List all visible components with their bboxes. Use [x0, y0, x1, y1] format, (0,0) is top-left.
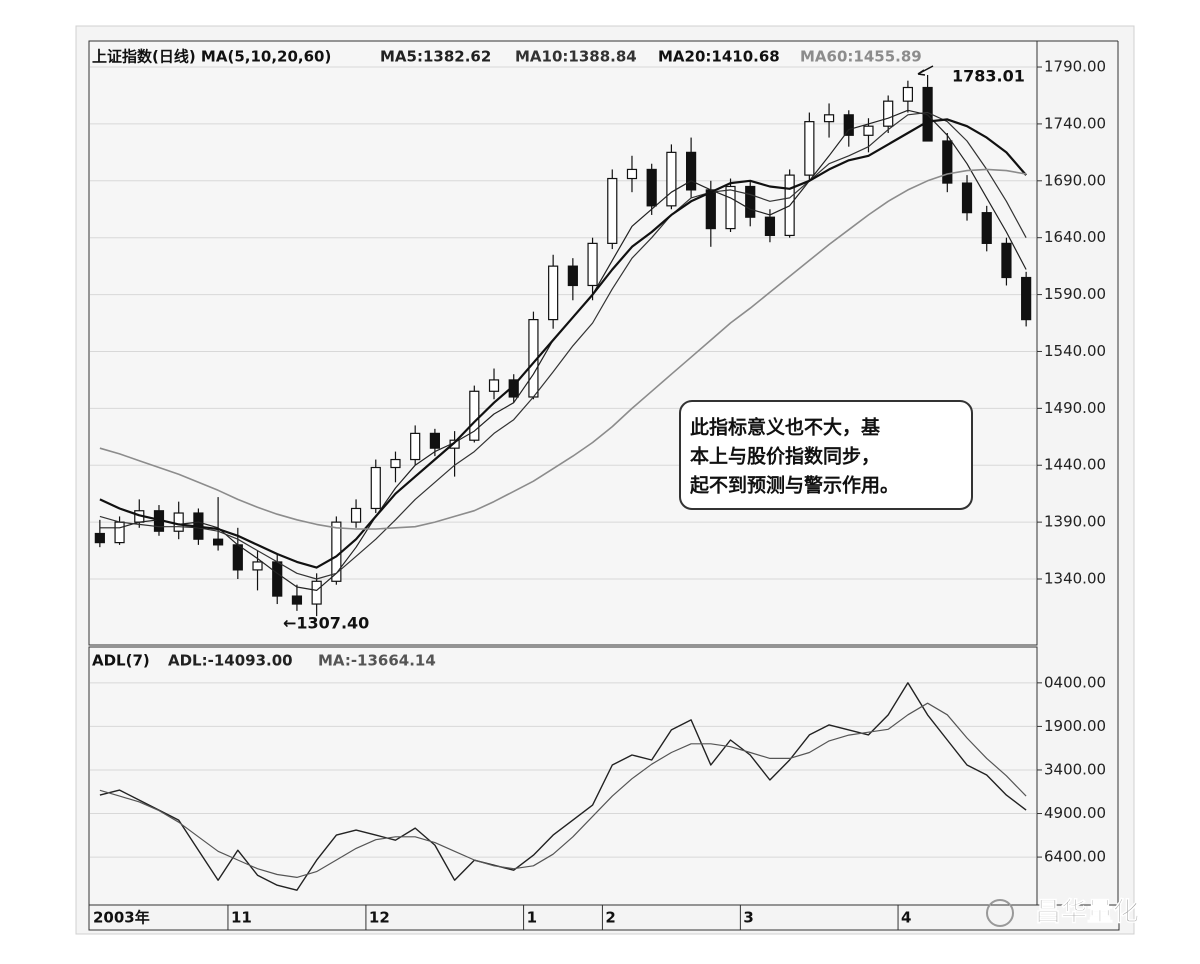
- candle-body: [350, 507, 362, 523]
- x-tick-label: 2: [605, 909, 615, 927]
- legend-entry: MA60:1455.89: [800, 48, 922, 66]
- candle-body: [961, 182, 973, 214]
- legend-entry: MA5:1382.62: [380, 48, 491, 66]
- candle-body: [232, 544, 243, 571]
- series-line: [99, 118, 1027, 569]
- candle-body: [390, 458, 401, 469]
- adl-panel: [88, 646, 1038, 906]
- series-line: [99, 168, 1027, 530]
- y-tick-label: 1490.00: [1044, 399, 1106, 417]
- main-panel: [88, 40, 1038, 646]
- x-tick-label: 4: [901, 909, 911, 927]
- candle-body: [370, 466, 381, 510]
- date-bar: [88, 904, 1120, 931]
- legend-entry: MA10:1388.84: [515, 48, 637, 66]
- candle-body: [823, 114, 835, 123]
- y-tick-label: 6400.00: [1044, 848, 1106, 866]
- y-tick-label: 1690.00: [1044, 171, 1106, 189]
- candle-body: [548, 265, 559, 321]
- series-line: [99, 111, 1027, 580]
- candle-body: [410, 432, 421, 461]
- series-line: [99, 702, 1027, 879]
- y-tick-label: 1440.00: [1044, 456, 1106, 474]
- candle-body: [291, 595, 303, 605]
- chart-title: 上证指数(日线) MA(5,10,20,60): [92, 48, 331, 66]
- candle-body: [981, 212, 992, 244]
- candle-body: [469, 390, 480, 441]
- candle-body: [883, 100, 894, 127]
- x-tick-label: 1: [527, 909, 537, 927]
- x-tick-label: 2003年: [93, 909, 150, 927]
- callout-line: 此指标意义也不大，基: [690, 416, 881, 439]
- candle-body: [429, 432, 440, 449]
- y-tick-label: 1900.00: [1044, 717, 1106, 735]
- candle-body: [1021, 276, 1032, 321]
- candle-body: [488, 379, 500, 392]
- candle-body: [252, 561, 263, 571]
- y-tick-label: 1590.00: [1044, 285, 1106, 303]
- watermark: 昌华量化: [1035, 897, 1139, 928]
- candle-body: [213, 538, 224, 546]
- x-tick-label: 3: [743, 909, 753, 927]
- candle-body: [804, 121, 815, 176]
- candle-body: [272, 561, 283, 597]
- legend-entry: MA20:1410.68: [658, 48, 780, 66]
- plot-layer: 1790.00 1740.00 1690.00 1640.00 1590.00 1540.…: [90, 48, 1106, 930]
- candle-body: [311, 580, 322, 605]
- candle-body: [745, 185, 756, 218]
- candle-body: [942, 140, 953, 184]
- x-tick-label: 11: [231, 909, 252, 927]
- y-tick-label: 1640.00: [1044, 228, 1106, 246]
- candle-body: [863, 125, 874, 136]
- y-tick-label: 3400.00: [1044, 760, 1106, 778]
- x-tick-label: 12: [369, 909, 390, 927]
- candle-body: [666, 151, 677, 207]
- legend-entry: ADL:-14093.00: [168, 652, 293, 670]
- high-annotation: 1783.01: [952, 67, 1025, 86]
- callout-box: [679, 400, 973, 510]
- candle-body: [902, 86, 913, 102]
- candle-body: [173, 512, 184, 532]
- candle-body: [764, 216, 776, 237]
- candle-body: [686, 151, 697, 191]
- y-tick-label: 1340.00: [1044, 570, 1106, 588]
- candle-body: [1001, 242, 1012, 279]
- low-annotation: ←1307.40: [283, 614, 369, 633]
- y-tick-label: 4900.00: [1044, 804, 1106, 822]
- legend-entry: MA:-13664.14: [318, 652, 436, 670]
- candle-body: [567, 265, 578, 287]
- y-tick-label: 0400.00: [1044, 673, 1106, 691]
- candle-body: [587, 242, 598, 287]
- candle-body: [705, 189, 716, 230]
- candle-body: [646, 168, 657, 207]
- candle-body: [114, 521, 125, 544]
- candle-body: [843, 114, 854, 136]
- y-tick-label: 1540.00: [1044, 342, 1106, 360]
- candle-body: [94, 532, 105, 544]
- y-tick-label: 1740.00: [1044, 114, 1106, 132]
- callout-line: 本上与股价指数同步，: [690, 445, 880, 468]
- candle-body: [626, 168, 638, 180]
- y-tick-label: 1790.00: [1044, 58, 1106, 76]
- watermark-icon: [986, 899, 1014, 927]
- candle-body: [607, 177, 618, 244]
- callout-line: 起不到预测与警示作用。: [689, 474, 899, 497]
- y-tick-label: 1390.00: [1044, 513, 1106, 531]
- candle-body: [725, 185, 736, 230]
- high-arrow: [917, 65, 934, 76]
- indicator-title: ADL(7): [92, 652, 150, 670]
- callout: 此指标意义也不大，基 本上与股价指数同步， 起不到预测与警示作用。: [679, 400, 973, 510]
